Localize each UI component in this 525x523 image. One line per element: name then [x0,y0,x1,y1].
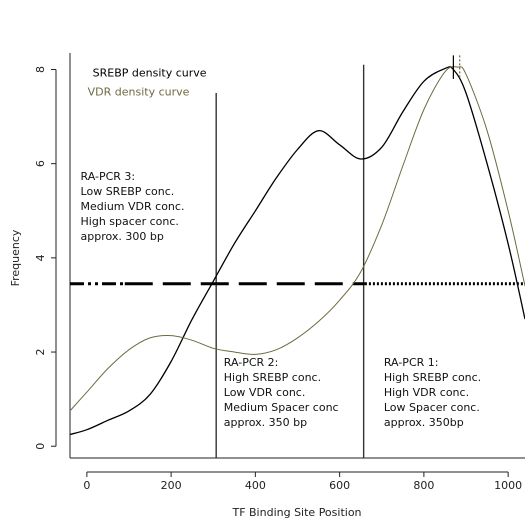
annotation-ra-pcr-2: RA-PCR 2: High SREBP conc. Low VDR conc. Me… [224,356,339,429]
annotation-line: Low Spacer conc. [384,401,480,414]
y-tick-label-2: 4 [34,254,47,261]
x-tick-label-4: 800 [413,479,434,492]
annotation-line: High SREBP conc. [224,371,321,384]
annotation-ra-pcr-3: RA-PCR 3: Low SREBP conc. Medium VDR conc.… [81,170,185,243]
legend-label-1: VDR density curve [88,85,190,98]
annotation-line: Medium Spacer conc [224,401,339,414]
annotation-line: RA-PCR 3: [81,170,136,183]
legend-label-0: SREBP density curve [93,67,207,80]
annotation-line: High spacer conc. [81,215,179,228]
x-tick-label-5: 1000 [494,479,522,492]
annotation-line: approx. 350 bp [224,416,307,429]
x-tick-label-1: 200 [161,479,182,492]
vdr-density-curve-line [69,66,525,412]
annotation-line: RA-PCR 1: [384,356,439,369]
srebp-density-curve-line [69,66,525,436]
annotation-ra-pcr-1: RA-PCR 1: High SREBP conc. High VDR conc. L… [384,356,481,429]
x-tick-label-3: 600 [329,479,350,492]
y-tick-label-4: 8 [34,66,47,73]
annotation-line: approx. 300 bp [81,230,164,243]
annotation-line: High VDR conc. [384,386,469,399]
y-tick-label-3: 6 [34,160,47,167]
annotation-line: Medium VDR conc. [81,200,185,213]
annotation-line: approx. 350bp [384,416,464,429]
annotation-line: Low SREBP conc. [81,185,175,198]
annotation-line: Low VDR conc. [224,386,306,399]
y-tick-label-1: 2 [34,349,47,356]
y-axis-title: Frequency [9,229,22,286]
y-tick-label-0: 0 [34,443,47,450]
x-axis-title: TF Binding Site Position [231,506,361,519]
x-tick-label-0: 0 [83,479,90,492]
annotation-line: RA-PCR 2: [224,356,279,369]
annotation-line: High SREBP conc. [384,371,481,384]
x-tick-label-2: 400 [245,479,266,492]
